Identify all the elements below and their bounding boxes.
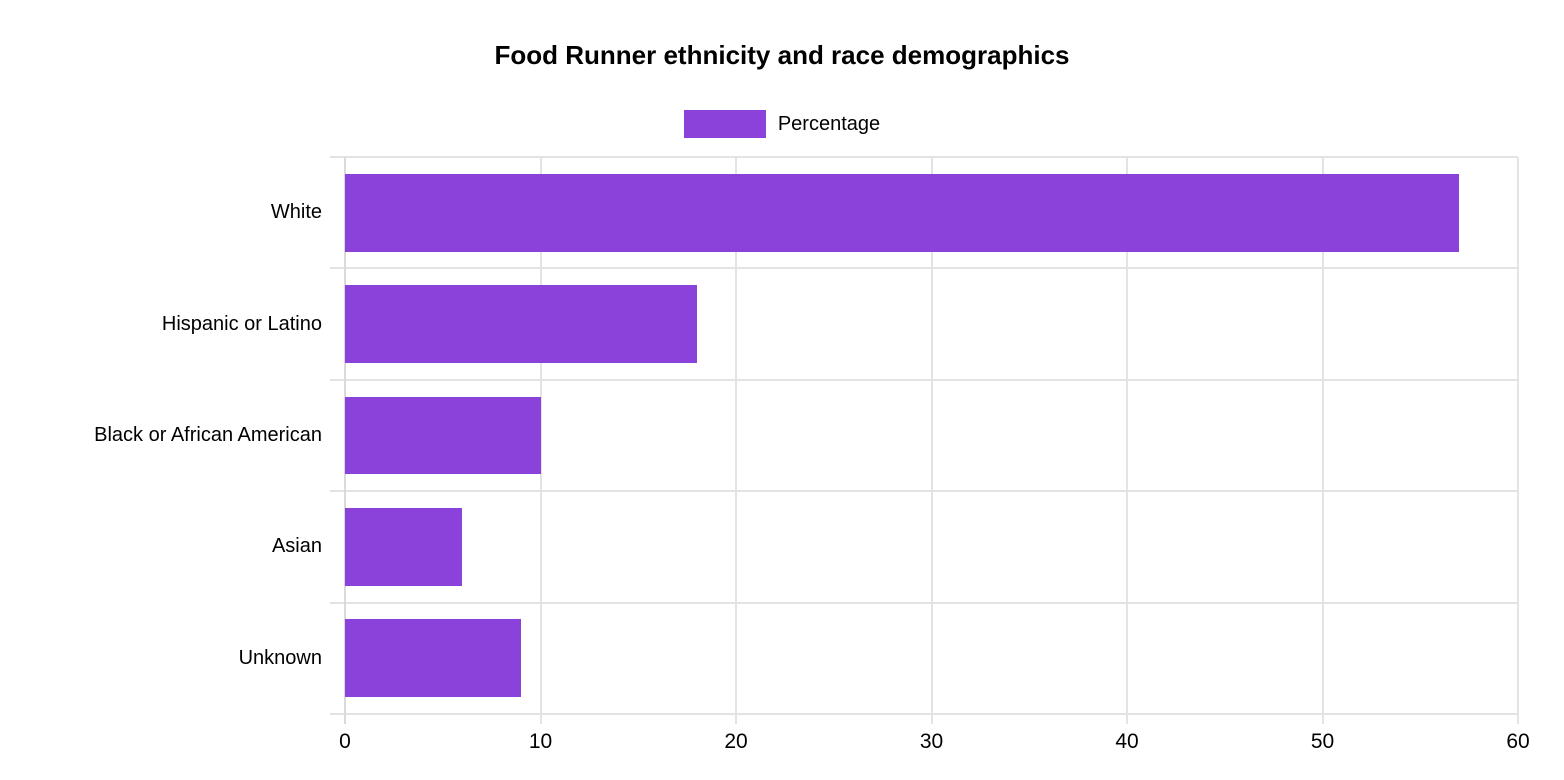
x-tick-label: 50 [1310,730,1335,753]
chart-title: Food Runner ethnicity and race demograph… [494,40,1070,70]
x-tick-label: 30 [919,730,944,753]
category-label-hispanic-or-latino: Hispanic or Latino [161,312,322,335]
gridline-vertical [1126,157,1128,724]
gridline-vertical [1517,157,1519,724]
category-axis: White Hispanic or Latino Black or African … [0,157,322,714]
bar-black-or-african-american [345,396,541,475]
x-tick-label: 20 [724,730,748,753]
legend-label: Percentage [777,113,881,135]
bar-asian [345,507,463,586]
bar-hispanic-or-latino [345,285,697,364]
plot-area [330,156,1519,724]
gridline-vertical [735,157,737,724]
category-label-unknown: Unknown [238,646,322,669]
x-tick-label: 60 [1506,730,1530,753]
gridline-horizontal [330,601,1518,604]
gridline-horizontal [330,713,1518,715]
bar-unknown [345,619,521,698]
gridline-vertical [1321,157,1324,724]
bar-white [345,173,1460,252]
legend[interactable]: Percentage [0,110,1564,138]
gridline-horizontal [330,378,1518,381]
gridline-horizontal [330,267,1518,270]
category-label-white: White [270,201,322,224]
gridline-vertical [930,157,933,724]
category-label-asian: Asian [271,535,322,558]
x-tick-label: 40 [1115,730,1139,753]
x-tick-label: 0 [339,730,351,753]
gridline-horizontal [330,156,1518,158]
value-axis: 0 10 20 30 40 50 60 [339,730,1530,760]
gridline-vertical [539,157,542,724]
legend-swatch [683,110,766,138]
category-label-black-or-african-american: Black or African American [94,423,322,446]
x-tick-label: 10 [528,730,553,753]
gridline-horizontal [330,490,1518,493]
